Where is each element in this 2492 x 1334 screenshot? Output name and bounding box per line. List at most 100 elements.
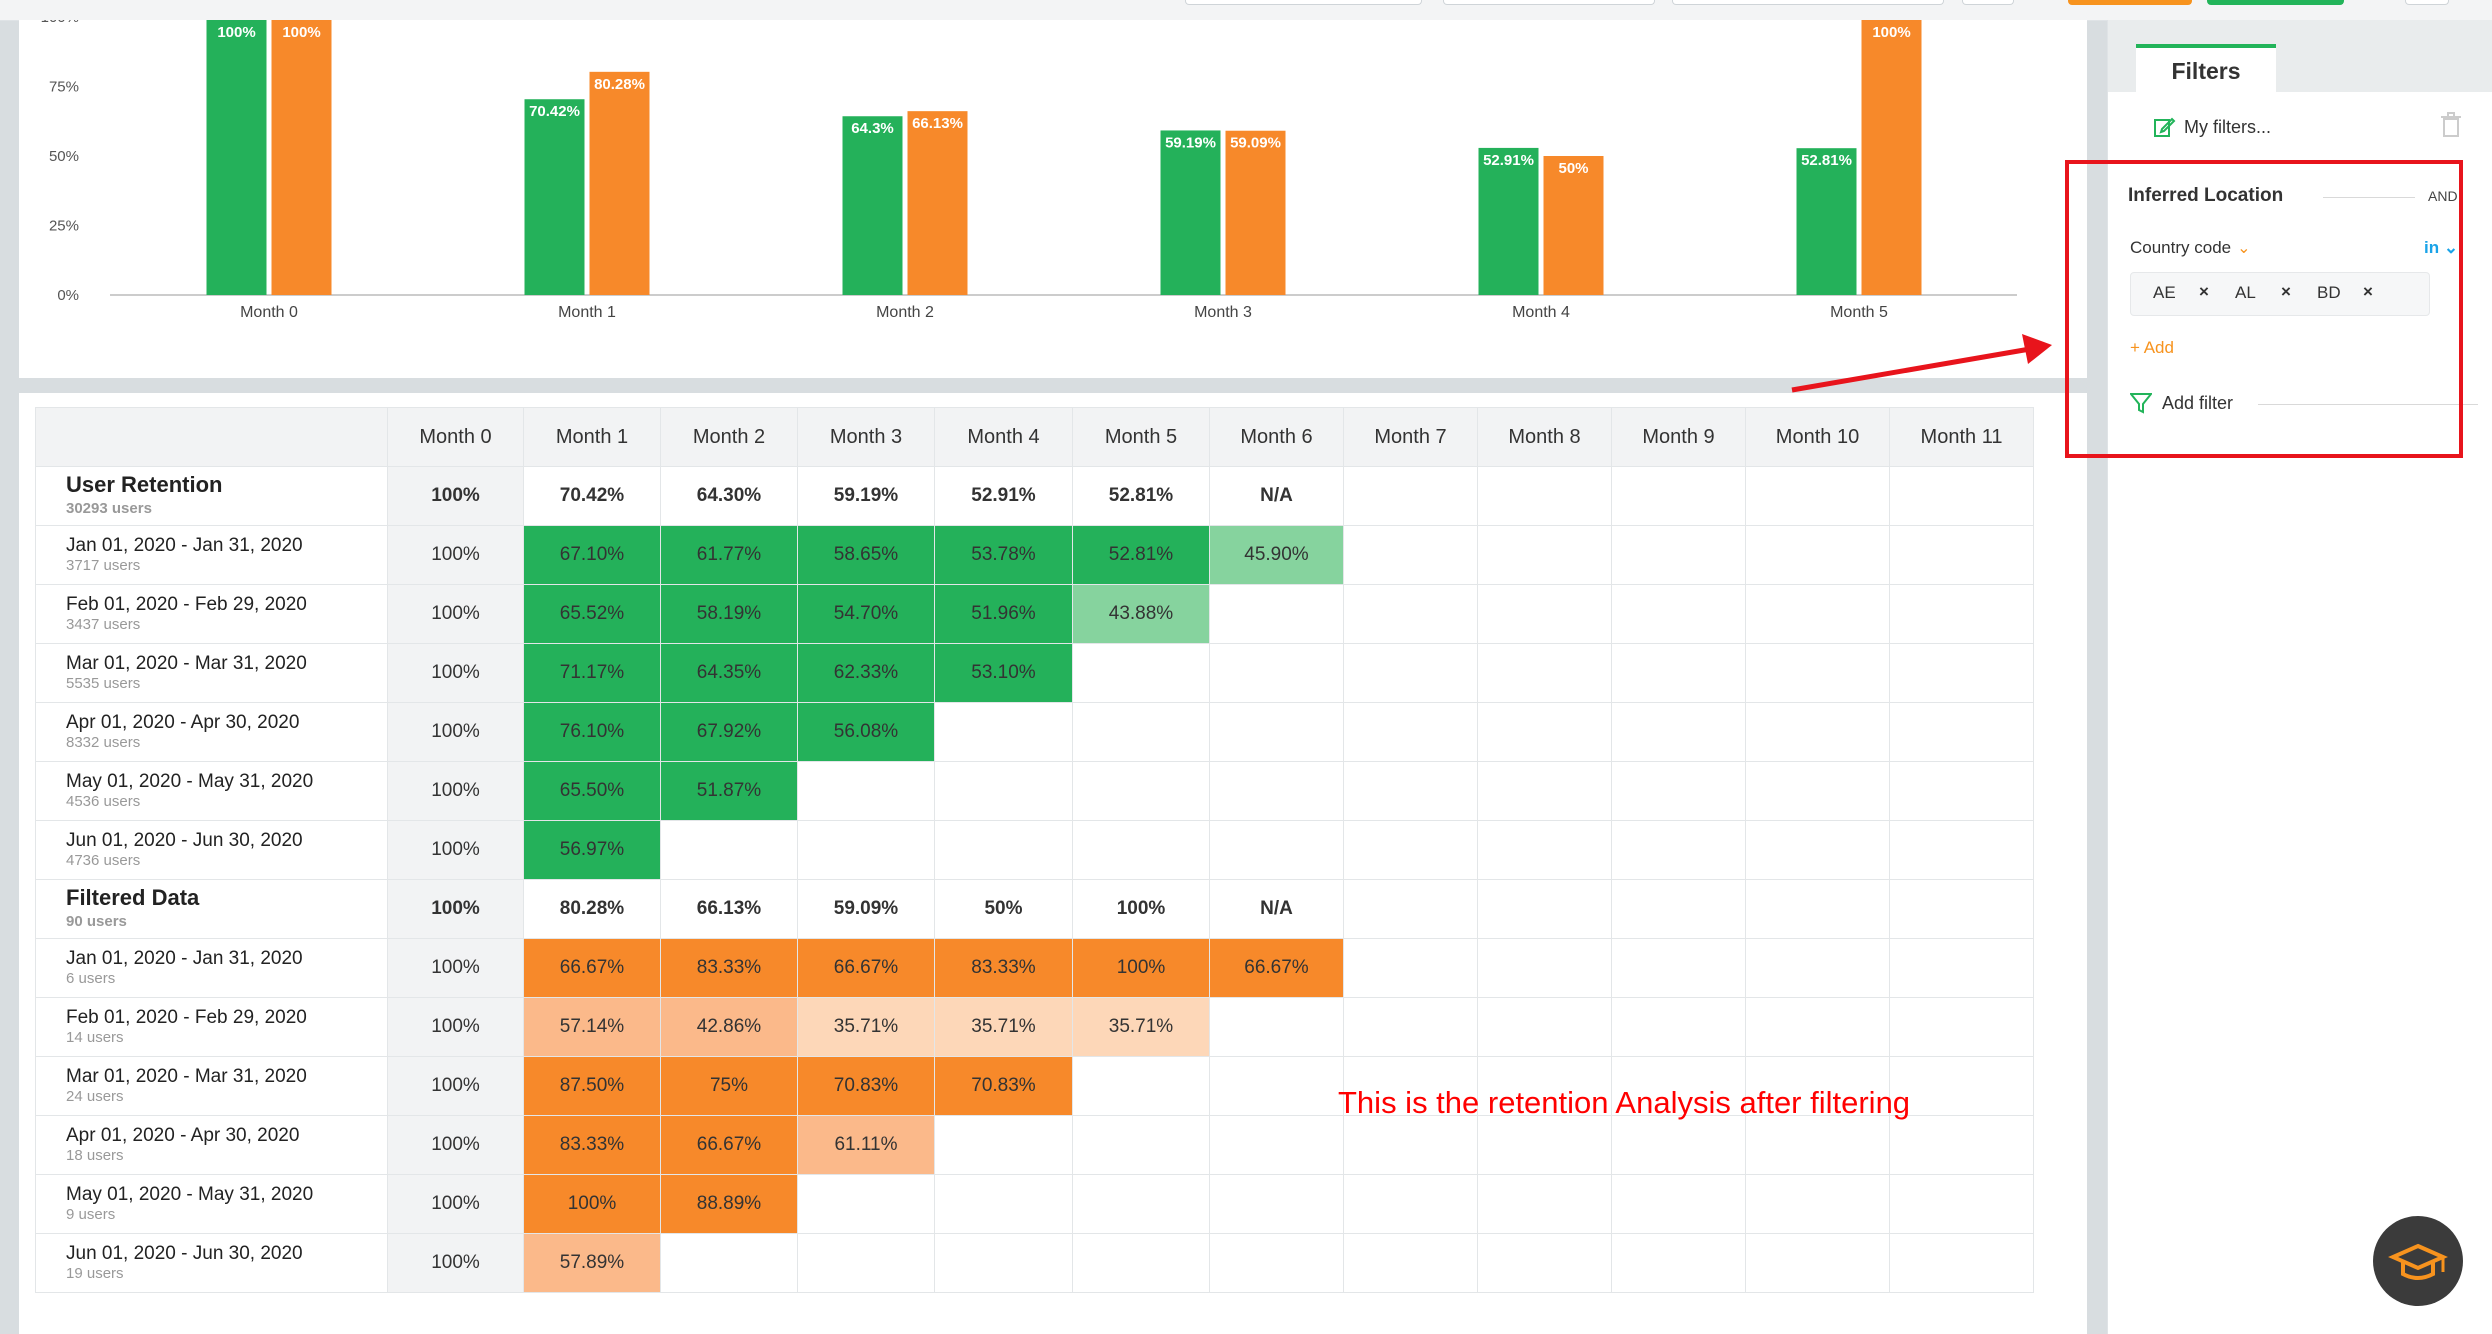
row-user-count: 6 users — [66, 970, 116, 987]
row-label: Jan 01, 2020 - Jan 31, 2020 — [66, 535, 303, 556]
row-label: Apr 01, 2020 - Apr 30, 2020 — [66, 712, 300, 733]
retention-cell — [1477, 1233, 1612, 1293]
remove-chip-icon[interactable]: × — [2281, 282, 2291, 301]
retention-cell — [1745, 761, 1890, 821]
add-value-link[interactable]: + Add — [2130, 338, 2174, 357]
column-header: Month 4 — [934, 407, 1073, 467]
retention-cell: 100% — [1072, 879, 1210, 939]
retention-cell — [934, 1115, 1073, 1175]
retention-cell: 67.92% — [660, 702, 798, 762]
toolbar-green-button[interactable] — [2207, 0, 2344, 5]
x-tick-label: Month 1 — [558, 304, 616, 321]
toolbar-orange-button[interactable] — [2068, 0, 2192, 5]
toolbar-icon-button[interactable] — [1962, 0, 2014, 5]
value-chip-label: AE — [2153, 283, 2176, 302]
retention-cell — [1611, 643, 1746, 703]
row-label: Apr 01, 2020 - Apr 30, 2020 — [66, 1125, 300, 1146]
add-filter-button[interactable]: Add filter — [2130, 392, 2233, 414]
retention-cell — [1343, 997, 1478, 1057]
toolbar-icon-button[interactable] — [2405, 0, 2449, 5]
bar[interactable] — [206, 20, 267, 295]
top-toolbar — [0, 0, 2492, 21]
bar[interactable] — [1861, 20, 1922, 295]
retention-cell — [1745, 584, 1890, 644]
column-header: Month 11 — [1889, 407, 2034, 467]
retention-cell: 70.42% — [523, 466, 661, 526]
group-operator[interactable]: AND — [2428, 188, 2458, 204]
highlight-box — [2065, 160, 2463, 458]
my-filters-button[interactable]: My filters... — [2152, 115, 2271, 139]
retention-cell — [1072, 1056, 1210, 1116]
row-user-count: 18 users — [66, 1147, 124, 1164]
remove-chip-icon[interactable]: × — [2199, 282, 2209, 301]
bar-data-label: 50% — [1558, 160, 1588, 177]
row-label-cell: User Retention 30293 users — [35, 466, 388, 526]
column-header: Month 5 — [1072, 407, 1210, 467]
row-user-count: 3437 users — [66, 616, 141, 633]
y-tick-label: 25% — [49, 218, 79, 235]
x-tick-label: Month 4 — [1512, 304, 1570, 321]
retention-cell — [1477, 1174, 1612, 1234]
tab-filters[interactable]: Filters — [2136, 44, 2276, 96]
toolbar-select[interactable] — [1185, 0, 1422, 5]
remove-chip-icon[interactable]: × — [2363, 282, 2373, 301]
retention-cell — [1343, 525, 1478, 585]
row-label-cell: Feb 01, 2020 - Feb 29, 2020 3437 users — [35, 584, 388, 644]
cohort-row: Jan 01, 2020 - Jan 31, 2020 6 users 100% 66… — [35, 938, 2034, 998]
retention-cell — [1611, 584, 1746, 644]
retention-cell: 45.90% — [1209, 525, 1344, 585]
retention-cell: 100% — [523, 1174, 661, 1234]
country-code-dropdown[interactable]: Country code ⌄ — [2130, 238, 2251, 258]
bar[interactable] — [1796, 148, 1857, 295]
cohort-row: Feb 01, 2020 - Feb 29, 2020 14 users 100% 5… — [35, 997, 2034, 1057]
retention-cell: 100% — [387, 997, 524, 1057]
retention-cell: 100% — [387, 1056, 524, 1116]
x-tick-label: Month 0 — [240, 304, 298, 321]
retention-cell: 57.14% — [523, 997, 661, 1057]
row-label-cell: Filtered Data 90 users — [35, 879, 388, 939]
chevron-down-icon: ⌄ — [2443, 238, 2459, 257]
row-user-count: 19 users — [66, 1265, 124, 1282]
bar[interactable] — [524, 99, 585, 296]
bar[interactable] — [1478, 147, 1539, 295]
x-tick-label: Month 3 — [1194, 304, 1252, 321]
retention-cell: 57.89% — [523, 1233, 661, 1293]
value-chip-label: AL — [2235, 283, 2256, 302]
retention-cell — [1477, 1115, 1612, 1175]
bar[interactable] — [842, 116, 903, 295]
toolbar-select[interactable] — [1672, 0, 1944, 5]
country-values-input[interactable]: AE × AL × BD × — [2130, 272, 2430, 316]
toolbar-select[interactable] — [1443, 0, 1655, 5]
row-label-cell: Jun 01, 2020 - Jun 30, 2020 4736 users — [35, 820, 388, 880]
bar[interactable] — [271, 20, 332, 295]
bar[interactable] — [1160, 130, 1221, 295]
retention-cell — [934, 1233, 1073, 1293]
bar[interactable] — [907, 111, 968, 295]
x-tick-label: Month 2 — [876, 304, 934, 321]
help-button[interactable] — [2373, 1216, 2463, 1306]
retention-cell — [797, 1233, 935, 1293]
retention-cell — [797, 1174, 935, 1234]
retention-cell — [1889, 584, 2034, 644]
retention-cell — [1611, 938, 1746, 998]
trash-icon[interactable] — [2440, 112, 2462, 138]
operator-dropdown[interactable]: in ⌄ — [2424, 238, 2458, 258]
retention-cell — [1343, 1233, 1478, 1293]
bar[interactable] — [589, 71, 650, 296]
column-header: Month 7 — [1343, 407, 1478, 467]
retention-cell: 75% — [660, 1056, 798, 1116]
bar[interactable] — [1543, 156, 1604, 295]
retention-bar-chart: 0% 25% 50% 75% 100% 100% 100% Month 0 70.42% 80.2… — [41, 20, 2017, 321]
y-tick-label: 0% — [57, 287, 79, 304]
retention-cell — [1745, 702, 1890, 762]
retention-table: Month 0 Month 1 Month 2 Month 3 Month 4 Month… — [35, 407, 2034, 1293]
bar[interactable] — [1225, 130, 1286, 295]
retention-cell: 43.88% — [1072, 584, 1210, 644]
retention-cell — [1889, 702, 2034, 762]
row-label-cell: Mar 01, 2020 - Mar 31, 2020 24 users — [35, 1056, 388, 1116]
row-label: Feb 01, 2020 - Feb 29, 2020 — [66, 1007, 307, 1028]
retention-cell: 62.33% — [797, 643, 935, 703]
retention-cell — [1477, 466, 1612, 526]
bar-data-label: 52.81% — [1801, 152, 1852, 169]
retention-cell: 100% — [387, 643, 524, 703]
